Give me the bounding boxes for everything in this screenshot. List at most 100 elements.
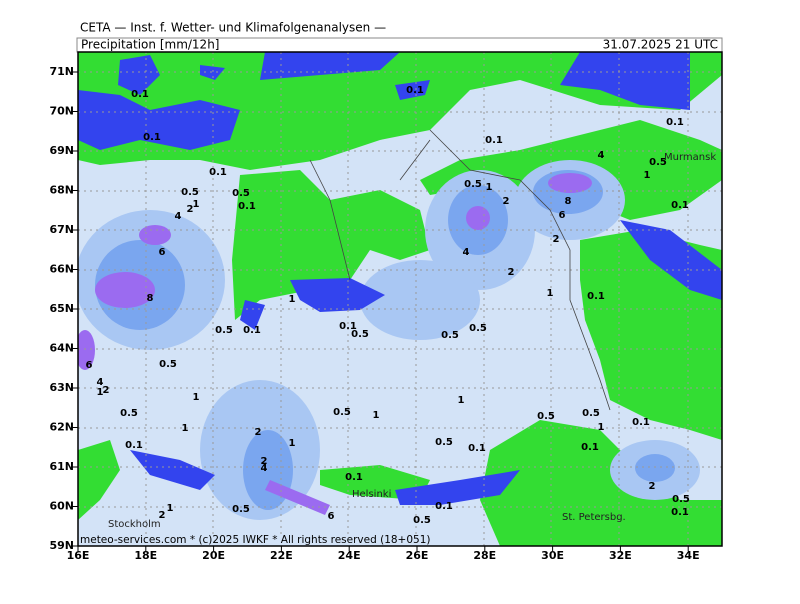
lat-label: 66N: [49, 263, 74, 276]
city-label: Helsinki: [352, 489, 391, 500]
contour-label: 0.5: [215, 325, 233, 336]
graticule: [78, 52, 722, 546]
lon-label: 34E: [677, 549, 700, 562]
contour-label: 2: [187, 204, 194, 215]
contour-label: 1: [193, 392, 200, 403]
contour-label: 0.1: [666, 117, 684, 128]
contour-label: 4: [97, 377, 104, 388]
contour-label: 4: [463, 247, 470, 258]
contour-label: 0.5: [413, 515, 431, 526]
contour-label: 0.1: [131, 89, 149, 100]
lon-label: 26E: [406, 549, 429, 562]
contour-label: 1: [193, 199, 200, 210]
city-label: Stockholm: [108, 519, 161, 530]
lat-label: 71N: [49, 65, 74, 78]
contour-label: 0.5: [181, 187, 199, 198]
lon-label: 32E: [609, 549, 632, 562]
contour-label: 2: [261, 456, 268, 467]
borders: [309, 129, 611, 411]
lon-label: 28E: [473, 549, 496, 562]
axes: 71N70N69N68N67N66N65N64N63N62N61N60N59N1…: [49, 65, 699, 562]
contour-label: 0.5: [333, 407, 351, 418]
footer-box: [78, 534, 440, 546]
contour-label: 1: [598, 422, 605, 433]
lat-label: 59N: [49, 539, 74, 552]
contour-label: 6: [86, 360, 93, 371]
contour-label: 2: [508, 267, 515, 278]
contour-label: 1: [458, 395, 465, 406]
contour-label: 0.1: [468, 443, 486, 454]
contour-label: 2: [103, 385, 110, 396]
contour-label: 0.5: [232, 504, 250, 515]
contour-label: 1: [547, 288, 554, 299]
contour-label: 0.5: [351, 329, 369, 340]
lon-label: 20E: [202, 549, 225, 562]
contour-label: 1: [486, 182, 493, 193]
contour-label: 0.5: [435, 437, 453, 448]
contour-label: 0.1: [345, 472, 363, 483]
contour-label: 6: [559, 210, 566, 221]
lon-label: 30E: [541, 549, 564, 562]
contour-label: 0.5: [159, 359, 177, 370]
contour-label: 1: [182, 423, 189, 434]
contour-label: 1: [97, 387, 104, 398]
lon-label: 24E: [338, 549, 361, 562]
city-label: St. Petersbg.: [562, 512, 626, 523]
contour-label: 0.5: [232, 188, 250, 199]
contour-label: 2: [649, 481, 656, 492]
lon-label: 18E: [134, 549, 157, 562]
contour-label: 2: [553, 234, 560, 245]
contour-label: 2: [255, 427, 262, 438]
contour-label: 0.5: [582, 408, 600, 419]
map-title: Precipitation [mm/12h]: [81, 38, 219, 52]
heavy-rain: [78, 173, 592, 515]
contour-label: 0.1: [587, 291, 605, 302]
lat-label: 62N: [49, 421, 74, 434]
contour-label: 0.1: [125, 440, 143, 451]
source: CETA — Inst. f. Wetter- und Klimafolgena…: [80, 21, 386, 35]
map-date: 31.07.2025 21 UTC: [603, 38, 718, 52]
contour-label: 0.5: [672, 494, 690, 505]
lon-label: 16E: [67, 549, 90, 562]
lat-label: 61N: [49, 460, 74, 473]
lat-label: 63N: [49, 381, 74, 394]
lat-label: 69N: [49, 144, 74, 157]
contour-label: 0.5: [537, 411, 555, 422]
contour-label: 1: [289, 294, 296, 305]
lat-label: 64N: [49, 342, 74, 355]
contour-label: 6: [159, 247, 166, 258]
contour-label: 0.5: [120, 408, 138, 419]
contour-label: 4: [598, 150, 605, 161]
footer: meteo-services.com * (c)2025 IWKF * All …: [80, 534, 431, 546]
contour-label: 0.1: [339, 321, 357, 332]
contour-label: 0.1: [243, 325, 261, 336]
contour-label: 0.1: [435, 501, 453, 512]
contour-label: 0.5: [469, 323, 487, 334]
lat-label: 67N: [49, 223, 74, 236]
contour-label: 8: [565, 196, 572, 207]
contour-label: 2: [503, 196, 510, 207]
contour-label: 0.1: [581, 442, 599, 453]
contour-label: 2: [159, 510, 166, 521]
contour-label: 0.1: [143, 132, 161, 143]
contour-label: 0.5: [441, 330, 459, 341]
contour-label: 1: [644, 170, 651, 181]
contour-label: 1: [373, 410, 380, 421]
contour-label: 0.5: [649, 157, 667, 168]
lat-label: 60N: [49, 500, 74, 513]
lat-label: 68N: [49, 184, 74, 197]
frame: [77, 51, 723, 547]
contour-label: 1: [167, 503, 174, 514]
contour-label: 0.1: [406, 85, 424, 96]
lat-label: 70N: [49, 105, 74, 118]
contour-label: 0.5: [464, 179, 482, 190]
contour-label: 0.1: [209, 167, 227, 178]
contour-label: 0.1: [632, 417, 650, 428]
contour-label: 6: [328, 511, 335, 522]
lon-label: 22E: [270, 549, 293, 562]
contour-label: 0.1: [485, 135, 503, 146]
lat-label: 65N: [49, 302, 74, 315]
